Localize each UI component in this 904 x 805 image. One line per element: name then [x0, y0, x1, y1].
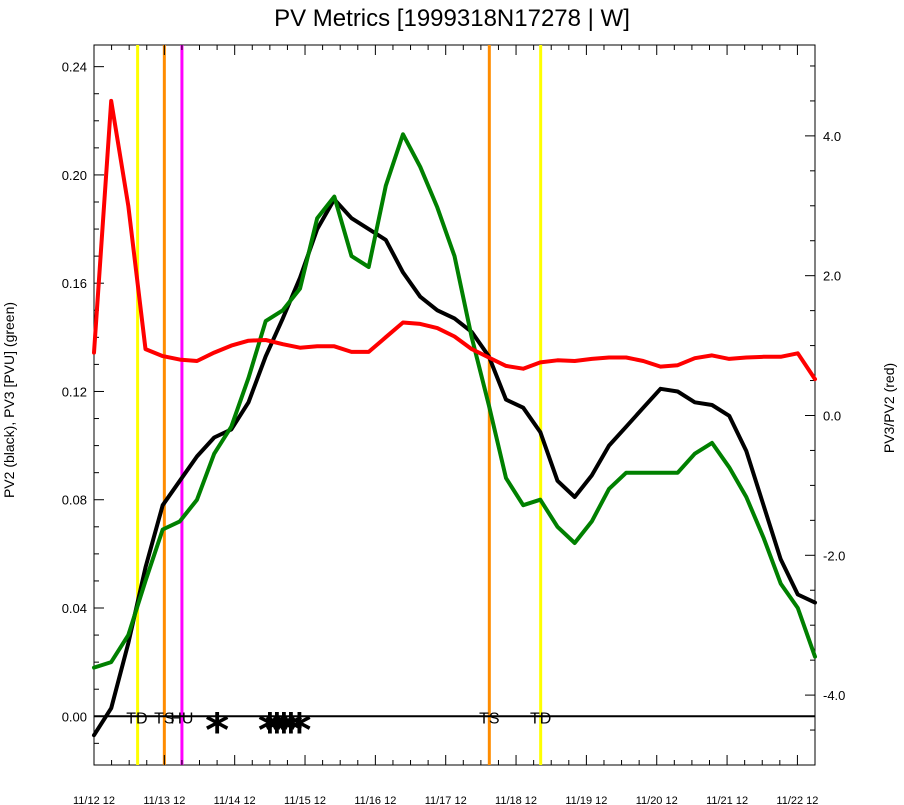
stage-label-0: TD — [126, 710, 147, 727]
x-tick-label-5: 11/17 12 — [425, 795, 467, 805]
series-lines — [92, 98, 817, 738]
left-tick-label-3: 0.12 — [62, 384, 87, 399]
right-tick-label-3: 2.0 — [823, 269, 841, 284]
left-axis: 0.00 0.04 0.08 0.12 0.16 0.20 0.24 — [62, 60, 104, 744]
left-tick-label-0: 0.00 — [62, 709, 87, 724]
x-tick-label-7: 11/19 12 — [565, 795, 607, 805]
series-line-pv3 — [92, 132, 817, 670]
vertical-lines — [136, 45, 543, 765]
left-tick-label-5: 0.20 — [62, 168, 87, 183]
left-tick-label-1: 0.04 — [62, 601, 87, 616]
left-tick-label-2: 0.08 — [62, 493, 87, 508]
x-tick-label-8: 11/20 12 — [636, 795, 678, 805]
right-tick-label-0: -4.0 — [823, 688, 845, 703]
x-tick-label-3: 11/15 12 — [284, 795, 326, 805]
chart-title: PV Metrics [1999318N17278 | W] — [274, 5, 630, 32]
left-axis-title: PV2 (black), PV3 [PVU] (green) — [1, 302, 17, 498]
star-marker-2: * — [265, 703, 289, 757]
stage-label-3: TS — [479, 710, 499, 727]
star-marker-4: * — [279, 703, 303, 757]
right-tick-label-1: -2.0 — [823, 548, 845, 563]
x-tick-label-9: 11/21 12 — [706, 795, 748, 805]
x-tick-label-10: 11/22 12 — [776, 795, 818, 805]
x-tick-label-4: 11/16 12 — [354, 795, 396, 805]
right-axis: -4.0 -2.0 0.0 2.0 4.0 — [805, 65, 845, 766]
right-axis-title: PV3/PV2 (red) — [881, 363, 897, 453]
left-tick-label-4: 0.16 — [62, 276, 87, 291]
right-tick-label-2: 0.0 — [823, 408, 841, 423]
x-tick-label-0: 11/12 12 — [73, 795, 115, 805]
star-marker-0: * — [205, 703, 229, 757]
left-tick-label-6: 0.24 — [62, 60, 87, 75]
star-markers: * ***** — [205, 703, 311, 757]
series-line-pv2 — [92, 197, 817, 738]
star-marker-1: * — [258, 703, 282, 757]
right-tick-label-4: 4.0 — [823, 129, 841, 144]
stage-label-4: TD — [530, 710, 551, 727]
plot-frame — [93, 44, 816, 766]
x-tick-label-6: 11/18 12 — [495, 795, 537, 805]
stage-label-1: TS — [154, 710, 174, 727]
star-marker-3: * — [272, 703, 296, 757]
x-tick-label-2: 11/14 12 — [214, 795, 256, 805]
star-marker-5: * — [287, 703, 311, 757]
x-tick-label-1: 11/13 12 — [143, 795, 185, 805]
x-axis: 11/12 12 11/13 12 11/14 12 11/15 12 11/16 12… — [73, 45, 818, 805]
stage-label-2: HU — [170, 710, 193, 727]
series-line-pv3-pv2 — [92, 98, 817, 382]
